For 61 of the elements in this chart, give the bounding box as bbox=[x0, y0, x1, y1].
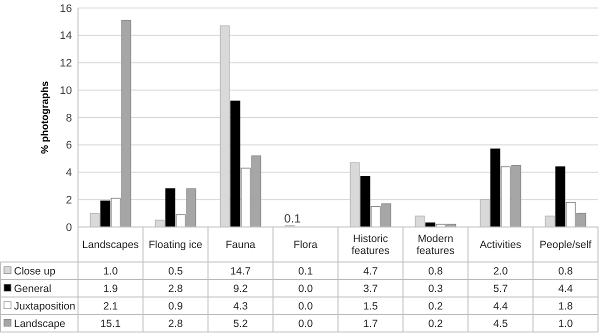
data-label: 5.7 bbox=[493, 282, 508, 295]
bar bbox=[165, 188, 176, 228]
data-label: 3.7 bbox=[363, 282, 378, 295]
legend-label: Landscape bbox=[14, 318, 66, 330]
data-label: 0.1 bbox=[298, 265, 313, 278]
data-label: 0.0 bbox=[298, 282, 313, 295]
bar bbox=[555, 166, 566, 228]
y-tick-label: 0 bbox=[66, 222, 72, 234]
data-label: 4.5 bbox=[493, 318, 508, 330]
y-tick-label: 2 bbox=[66, 194, 72, 206]
annotation: 0.1 bbox=[284, 212, 302, 226]
data-label: 4.7 bbox=[363, 265, 378, 278]
data-label: 0.3 bbox=[428, 282, 443, 295]
data-label: 0.8 bbox=[558, 265, 573, 278]
data-label: 2.8 bbox=[168, 282, 183, 295]
bar bbox=[100, 200, 110, 228]
data-label: 2.0 bbox=[493, 265, 508, 278]
x-tick-label: Activities bbox=[480, 239, 522, 252]
y-tick-label: 12 bbox=[60, 58, 72, 70]
legend-label: Juxtaposition bbox=[14, 300, 76, 312]
data-label: 15.1 bbox=[100, 318, 121, 330]
data-label: 1.5 bbox=[363, 300, 378, 312]
data-label: 5.2 bbox=[233, 318, 248, 330]
data-label: 1.7 bbox=[363, 318, 378, 330]
legend-label: Close up bbox=[14, 265, 56, 278]
data-label: 0.5 bbox=[168, 265, 183, 278]
x-tick-label: Landscapes bbox=[82, 239, 139, 252]
x-tick-label: Floating ice bbox=[148, 239, 203, 252]
data-label: 1.0 bbox=[558, 318, 573, 330]
bar bbox=[490, 148, 500, 228]
y-tick-label: 8 bbox=[66, 112, 72, 124]
y-tick-label: 16 bbox=[60, 2, 72, 15]
data-label: 2.1 bbox=[103, 300, 118, 312]
x-tick-label: Flora bbox=[294, 239, 318, 252]
y-tick-label: 14 bbox=[60, 30, 72, 42]
data-label: 2.8 bbox=[168, 318, 183, 330]
data-label: 0.2 bbox=[428, 300, 443, 312]
data-label: 1.0 bbox=[103, 265, 118, 278]
data-label: 0.8 bbox=[428, 265, 443, 278]
data-label: 1.8 bbox=[558, 300, 573, 312]
data-label: 0.0 bbox=[298, 300, 313, 312]
x-tick-label: Modern features bbox=[416, 233, 454, 258]
x-tick-label: People/self bbox=[540, 239, 592, 252]
bar bbox=[230, 100, 240, 228]
legend-label: General bbox=[14, 282, 52, 295]
x-tick-label: Fauna bbox=[226, 239, 256, 252]
data-label: 0.9 bbox=[168, 300, 183, 312]
bar bbox=[360, 176, 370, 228]
data-label: 0.0 bbox=[298, 318, 313, 330]
y-axis-title: % photographs bbox=[40, 80, 51, 154]
y-tick-label: 6 bbox=[66, 140, 72, 152]
data-label: 9.2 bbox=[233, 282, 248, 295]
x-tick-label: Historic features bbox=[352, 233, 390, 258]
data-label: 4.3 bbox=[233, 300, 248, 312]
data-label: 1.9 bbox=[103, 282, 118, 295]
data-label: 0.2 bbox=[428, 318, 443, 330]
y-tick-label: 10 bbox=[60, 84, 72, 97]
data-label: 14.7 bbox=[230, 265, 251, 278]
y-tick-label: 4 bbox=[66, 167, 72, 180]
data-label: 4.4 bbox=[558, 282, 573, 295]
data-label: 4.4 bbox=[493, 300, 508, 312]
